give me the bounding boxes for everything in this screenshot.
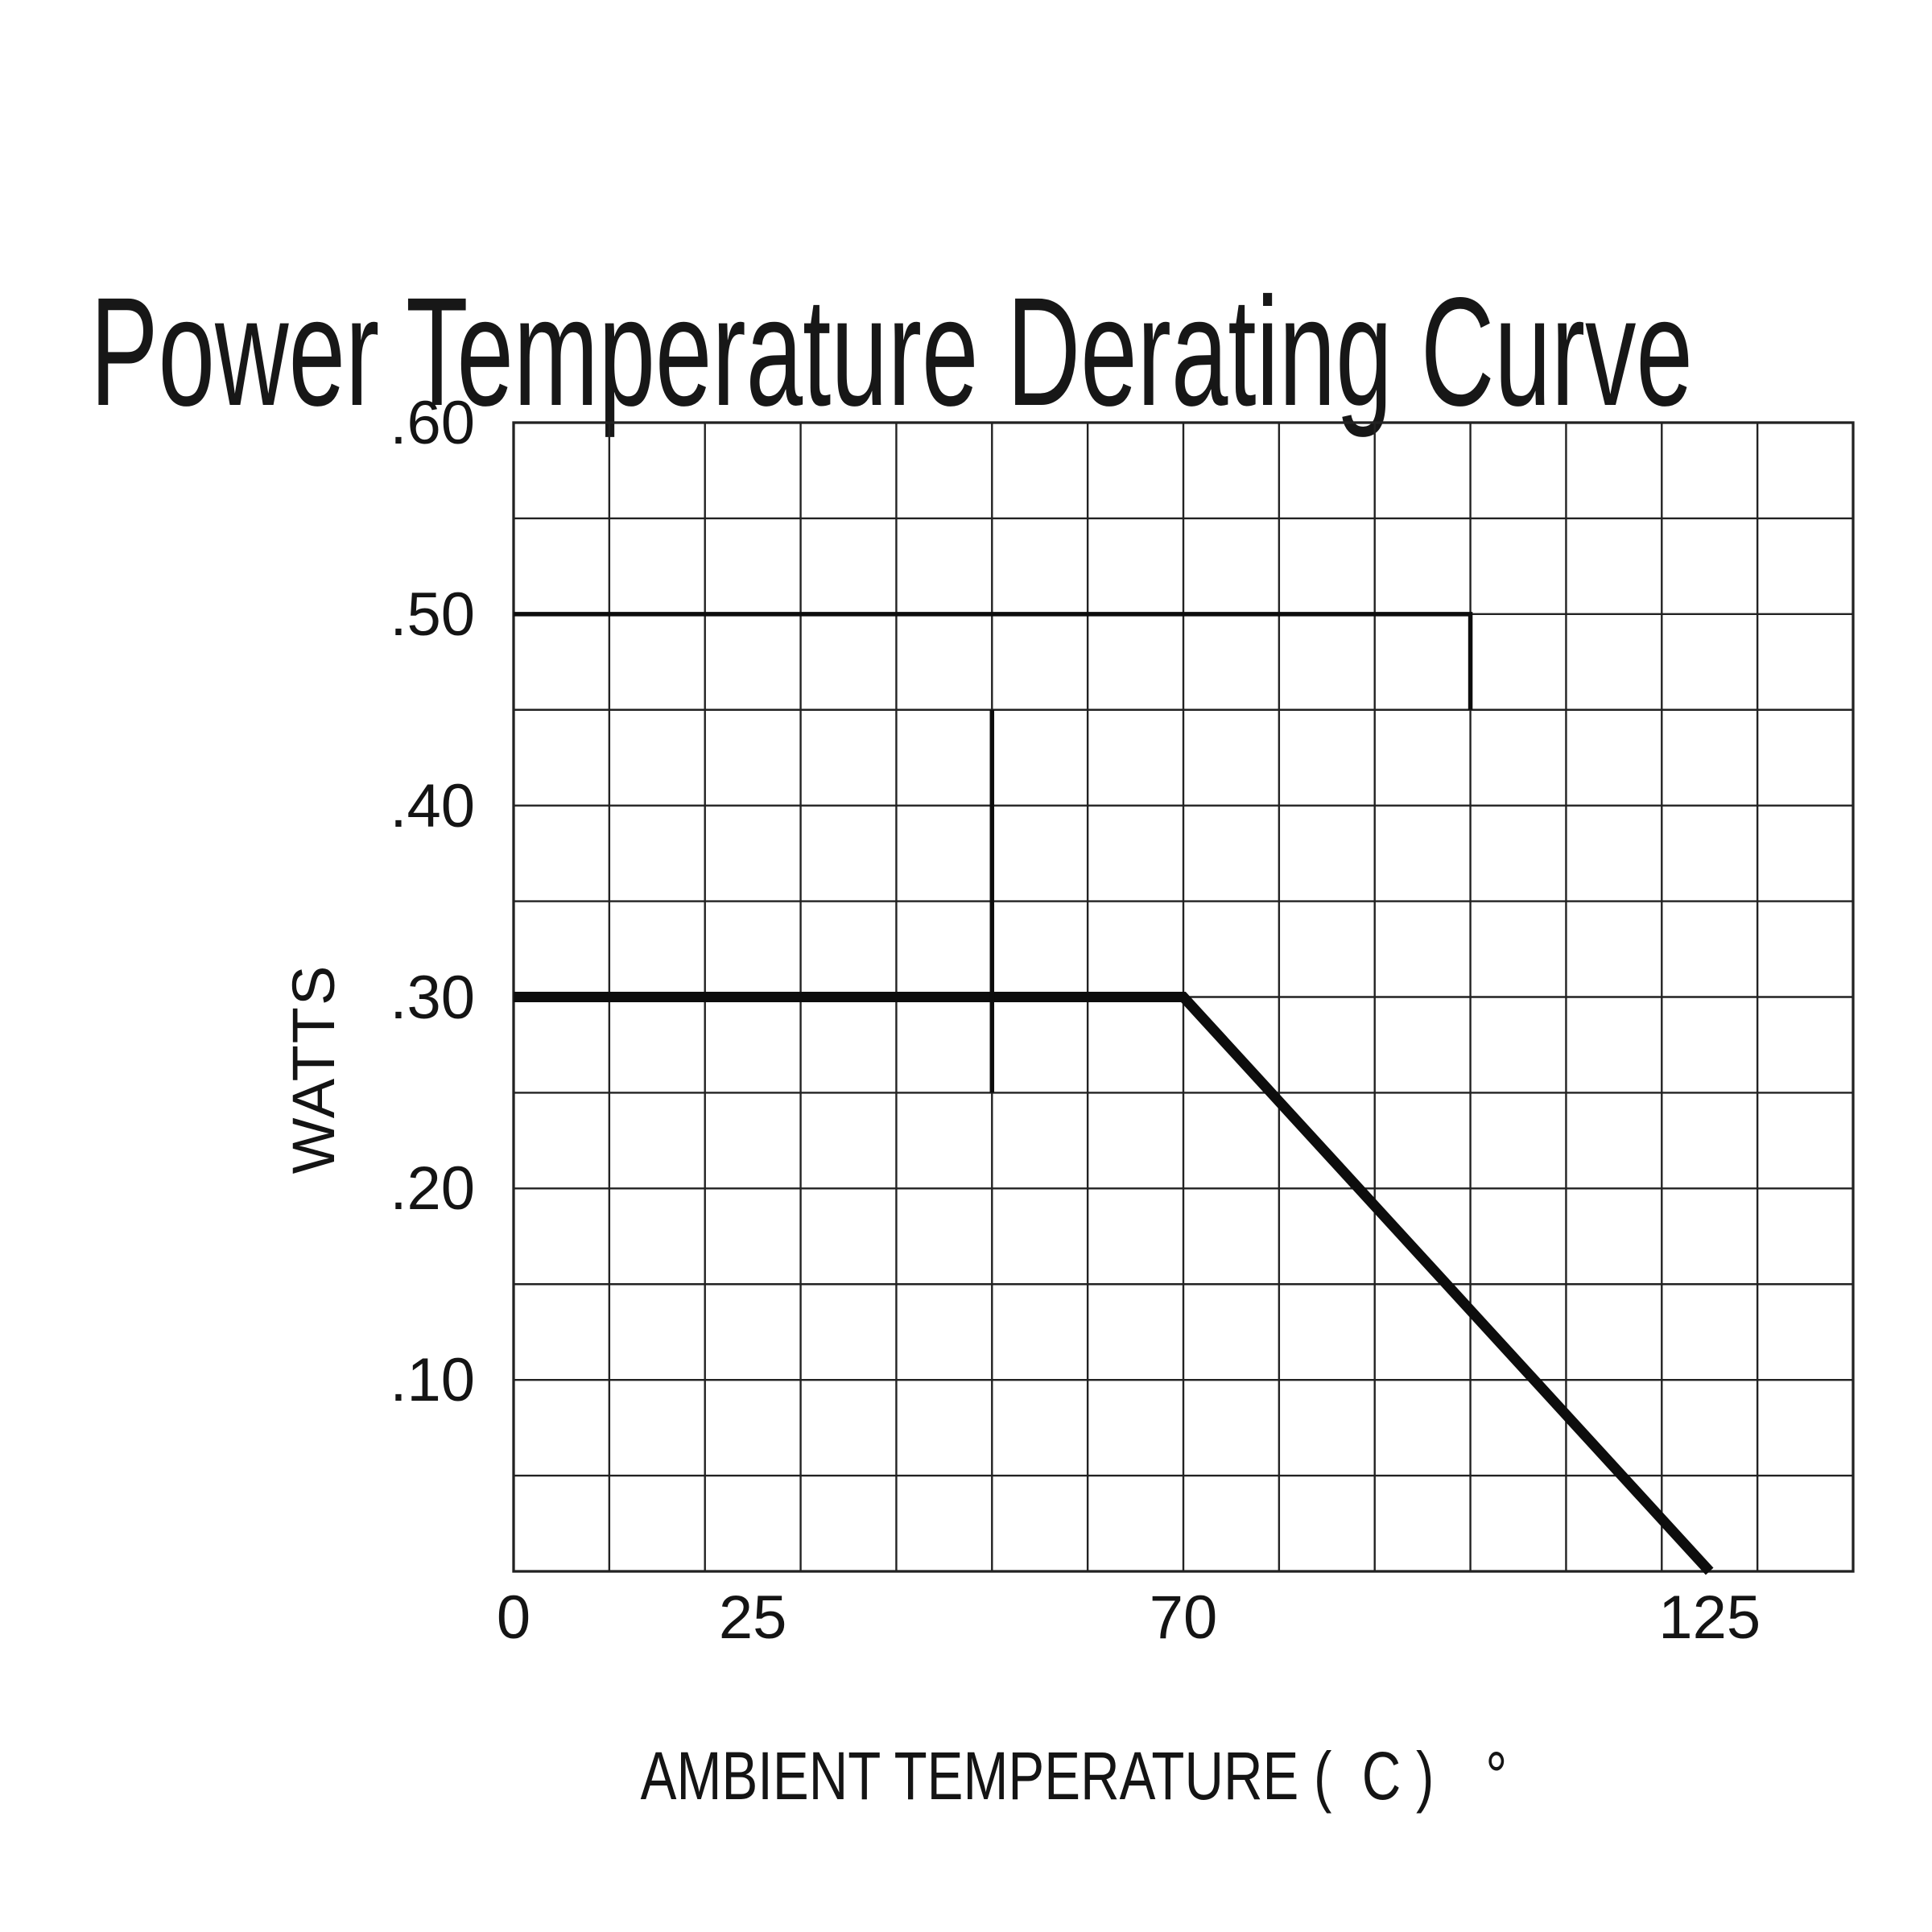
y-tick-label: .50	[390, 580, 475, 649]
y-tick-label: .20	[390, 1154, 475, 1224]
reference-line-0.50W	[514, 612, 1473, 710]
y-tick-label: .40	[390, 771, 475, 840]
x-tick-label: 125	[1658, 1583, 1761, 1652]
derating-curve	[514, 992, 1714, 1575]
y-tick-label: .10	[390, 1346, 475, 1415]
x-tick-label: 0	[496, 1583, 531, 1652]
x-axis-label: AMBIENT TEMPERATURE ( C ) °	[613, 1674, 1508, 1810]
degree-symbol: °	[1485, 1738, 1508, 1814]
x-tick-label: 70	[1149, 1583, 1218, 1652]
y-tick-label: .60	[390, 389, 475, 457]
chart-title: Power Temperature Derating Curve	[90, 264, 1693, 438]
x-axis-label-text: AMBIENT TEMPERATURE ( C )	[640, 1738, 1435, 1814]
y-tick-label: .30	[390, 963, 475, 1032]
x-tick-label: 25	[718, 1583, 787, 1652]
